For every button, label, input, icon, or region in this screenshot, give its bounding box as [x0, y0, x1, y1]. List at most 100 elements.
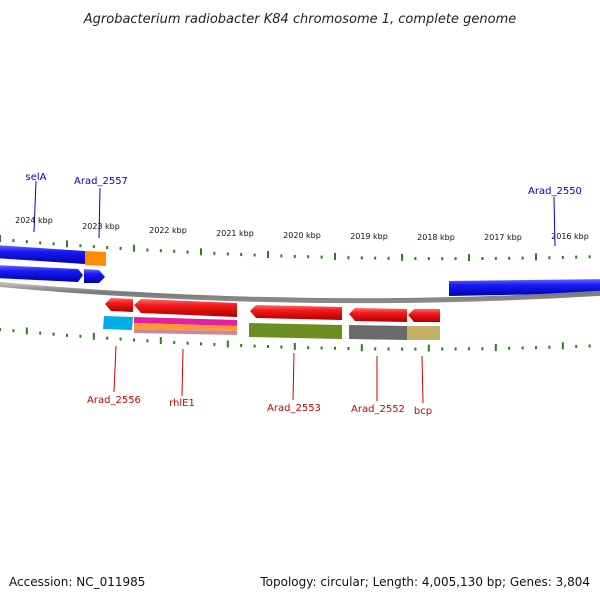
gene-label-selA[interactable]: selA	[26, 172, 47, 183]
minor-tick	[146, 339, 149, 343]
scale-label: 2018 kbp	[417, 233, 455, 242]
major-tick	[468, 254, 470, 262]
inner-tick-track	[0, 327, 591, 352]
minor-tick	[267, 345, 269, 348]
gene-label-arad2550[interactable]: Arad_2550	[528, 186, 582, 197]
minor-tick	[106, 246, 109, 249]
forward-gene-selA[interactable]	[0, 245, 85, 264]
minor-tick	[481, 347, 484, 351]
label-connector	[421, 355, 424, 404]
minor-tick	[454, 347, 457, 351]
major-tick	[401, 253, 403, 261]
reverse-labels: Arad_2556 rhlE1 Arad_2553 Arad_2552 bcp	[87, 345, 432, 417]
minor-tick	[240, 253, 243, 256]
category-bar-rhlE1-c	[134, 329, 237, 335]
minor-tick	[253, 344, 256, 348]
label-connector	[98, 187, 101, 239]
reverse-gene-arad2552[interactable]	[349, 308, 407, 322]
minor-tick	[561, 255, 564, 259]
minor-tick	[588, 255, 591, 259]
minor-tick	[293, 254, 296, 258]
forward-gene-arad2550[interactable]	[449, 279, 600, 296]
major-tick	[334, 252, 336, 260]
major-tick	[92, 332, 95, 340]
gene-label-arad2557[interactable]: Arad_2557	[74, 176, 128, 187]
gene-label-bcp[interactable]: bcp	[414, 406, 432, 417]
minor-tick	[347, 256, 350, 260]
reverse-gene-rhlE1[interactable]	[134, 299, 237, 317]
minor-tick	[387, 347, 390, 351]
scale-labels: 2024 kbp 2023 kbp 2022 kbp 2021 kbp 2020…	[15, 216, 589, 242]
minor-tick	[280, 345, 283, 349]
label-connector	[292, 352, 295, 401]
minor-tick	[575, 344, 578, 348]
minor-tick	[66, 333, 68, 337]
major-tick	[133, 244, 135, 252]
major-tick	[494, 344, 497, 351]
minor-tick	[548, 345, 551, 349]
minor-tick	[481, 257, 484, 260]
scale-label: 2022 kbp	[149, 226, 187, 235]
minor-tick	[25, 240, 28, 244]
major-tick	[293, 342, 296, 350]
category-bar-rhlE1-b	[134, 323, 237, 331]
minor-tick	[253, 253, 256, 257]
category-bar-arad2553	[249, 323, 342, 339]
minor-tick	[52, 242, 55, 246]
category-bar-arad2556	[103, 316, 133, 330]
major-tick	[159, 337, 162, 345]
label-connector	[553, 196, 556, 247]
genome-backbone	[0, 281, 600, 304]
label-connector	[33, 180, 37, 233]
major-tick	[226, 340, 229, 348]
minor-tick	[548, 256, 551, 260]
minor-tick	[119, 246, 122, 250]
category-bar-arad2552	[349, 325, 407, 340]
reverse-gene-arad2556[interactable]	[105, 298, 133, 312]
accession-text: Accession: NC_011985	[9, 575, 145, 589]
gene-label-arad2556[interactable]: Arad_2556	[87, 395, 141, 406]
label-connector	[113, 345, 117, 393]
reverse-strand-track	[105, 298, 440, 322]
minor-tick	[173, 249, 176, 253]
minor-tick	[0, 328, 1, 331]
minor-tick	[441, 257, 444, 261]
major-tick	[561, 342, 564, 350]
outer-tick-track	[0, 235, 591, 262]
forward-gene-left-2[interactable]	[0, 265, 83, 282]
reverse-gene-arad2553[interactable]	[250, 305, 342, 320]
minor-tick	[414, 347, 417, 351]
major-tick	[535, 253, 537, 261]
forward-gene-left-3[interactable]	[84, 269, 105, 283]
minor-tick	[575, 255, 578, 259]
gene-label-rhlE1[interactable]: rhlE1	[169, 398, 195, 409]
scale-label: 2019 kbp	[350, 232, 388, 241]
gene-label-arad2553[interactable]: Arad_2553	[267, 403, 321, 414]
minor-tick	[441, 347, 444, 351]
major-tick	[0, 235, 1, 242]
forward-labels: selA Arad_2557 Arad_2550	[26, 172, 582, 247]
minor-tick	[39, 241, 42, 245]
minor-tick	[119, 337, 122, 341]
minor-tick	[521, 256, 524, 260]
minor-tick	[535, 346, 537, 350]
minor-tick	[12, 239, 15, 243]
gene-label-arad2552[interactable]: Arad_2552	[351, 404, 405, 415]
scale-label: 2023 kbp	[82, 222, 120, 231]
category-track	[103, 316, 440, 340]
major-tick	[267, 251, 269, 258]
forward-gene-arad2557[interactable]	[85, 251, 106, 266]
reverse-gene-bcp[interactable]	[408, 309, 440, 322]
minor-tick	[39, 331, 42, 335]
minor-tick	[387, 256, 390, 260]
minor-tick	[494, 256, 497, 260]
minor-tick	[92, 245, 95, 249]
minor-tick	[240, 344, 243, 347]
minor-tick	[186, 341, 189, 345]
major-tick	[360, 344, 363, 352]
minor-tick	[401, 347, 403, 351]
major-tick	[427, 344, 430, 352]
minor-tick	[347, 347, 350, 350]
minor-tick	[427, 257, 430, 261]
minor-tick	[307, 255, 310, 259]
